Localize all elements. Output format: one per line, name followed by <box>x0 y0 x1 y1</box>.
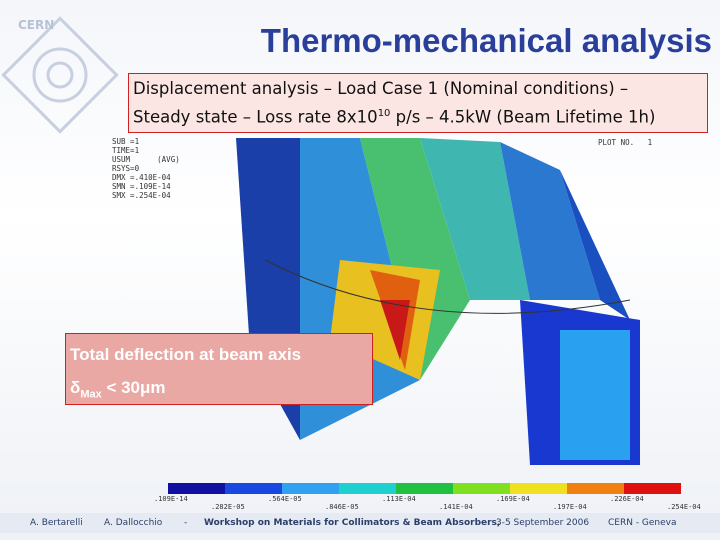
event: Workshop on Materials for Collimators & … <box>204 518 501 528</box>
text: Steady state – Loss rate 8x10 <box>133 107 378 127</box>
subtitle-line: Steady state – Loss rate 8x1010 p/s – 4.… <box>133 101 703 130</box>
plot-info-line: SMN =.109E-14 <box>112 182 171 191</box>
subtitle-line: Displacement analysis – Load Case 1 (Nom… <box>133 79 629 98</box>
callout: Total deflection at beam axis δMax < 30μ… <box>65 333 373 405</box>
plot-info-line: TIME=1 <box>112 146 140 155</box>
legend-label: .109E-14 <box>154 495 188 503</box>
footer-band <box>0 513 720 533</box>
legend-label: .197E-04 <box>553 503 587 511</box>
color-bar <box>168 483 681 494</box>
author: A. Bertarelli <box>30 518 83 528</box>
plot-info-line: SMX =.254E-04 <box>112 191 171 200</box>
plot-number: PLOT NO. 1 <box>598 138 653 147</box>
text: δ <box>70 378 81 397</box>
legend-label: .282E-05 <box>211 503 245 511</box>
cern-emblem <box>1 16 119 134</box>
plot-info-line: USUM (AVG) <box>112 155 180 164</box>
subscript: Max <box>80 388 102 401</box>
plot-info-line: DMX =.410E-04 <box>112 173 171 182</box>
legend-label: .254E-04 <box>667 503 701 511</box>
date: 3-5 September 2006 <box>496 518 590 528</box>
legend-label: .141E-04 <box>439 503 473 511</box>
superscript: 10 <box>377 108 391 119</box>
callout-line: δMax < 30μm <box>70 371 368 411</box>
callout-line: Total deflection at beam axis <box>70 345 302 364</box>
legend-label: .169E-04 <box>496 495 530 503</box>
legend-label: .113E-04 <box>382 495 416 503</box>
footer: A. Bertarelli A. Dallocchio - Workshop o… <box>0 515 720 533</box>
logo: CERN <box>18 18 55 32</box>
plot-info-line: SUB =1 <box>112 137 140 146</box>
text: < 30μm <box>101 378 166 397</box>
text: p/s – 4.5kW (Beam Lifetime 1h) <box>390 107 656 127</box>
legend-label: .846E-05 <box>325 503 359 511</box>
subtitle: Displacement analysis – Load Case 1 (Nom… <box>128 73 708 133</box>
plot-info: SUB =1 TIME=1 USUM (AVG) RSYS=0 DMX =.410E-0… <box>112 137 180 200</box>
plot-info-line: RSYS=0 <box>112 164 140 173</box>
separator: - <box>184 518 188 528</box>
place: CERN - Geneva <box>608 518 677 528</box>
fea-model <box>236 138 640 465</box>
legend-label: .226E-04 <box>610 495 644 503</box>
author: A. Dallocchio <box>104 518 163 528</box>
legend-label: .564E-05 <box>268 495 302 503</box>
title: Thermo-mechanical analysis <box>260 22 712 59</box>
